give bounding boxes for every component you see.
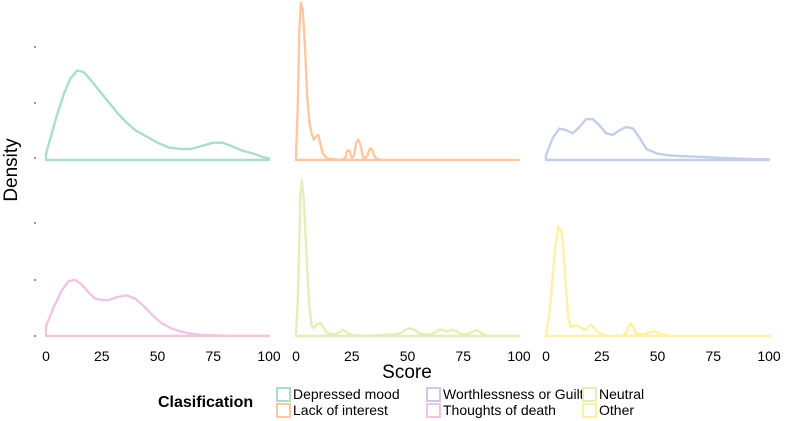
x-tick-label: 100 (257, 348, 281, 364)
density-curve-neutral (294, 178, 521, 338)
y-axis-title: Density (1, 138, 22, 202)
facet-panels (44, 1, 771, 338)
legend-item-depressed-mood: Depressed mood (276, 386, 400, 402)
legend-key-swatch (426, 386, 441, 402)
legend-label: Other (599, 402, 635, 418)
legend-key-swatch (582, 386, 597, 402)
density-curve-thoughts-of-death (44, 278, 271, 338)
x-axis-tick-labels: 0 25 50 75 100 0 25 50 75 100 0 25 50 75 100 (42, 348, 781, 364)
legend-label: Lack of interest (293, 402, 388, 418)
x-tick-label: 50 (400, 348, 416, 364)
x-tick-label: 25 (94, 348, 110, 364)
density-curve-lack-of-interest (294, 1, 521, 162)
density-curve-depressed-mood (44, 69, 271, 162)
legend-key-swatch (582, 402, 597, 418)
legend-item-neutral: Neutral (582, 386, 644, 402)
x-tick-label: 0 (42, 348, 50, 364)
legend-label: Depressed mood (293, 386, 400, 402)
density-curve-other (544, 225, 771, 338)
legend-title: Clasification (158, 394, 254, 411)
x-tick-label: 75 (456, 348, 472, 364)
legend-key-swatch (276, 386, 291, 402)
legend-item-thoughts-of-death: Thoughts of death (426, 402, 556, 418)
x-tick-label: 25 (594, 348, 610, 364)
x-tick-label: 75 (206, 348, 222, 364)
legend-item-lack-of-interest: Lack of interest (276, 402, 388, 418)
legend-key-swatch (276, 402, 291, 418)
legend-item-other: Other (582, 402, 634, 418)
x-tick-label: 50 (150, 348, 166, 364)
x-tick-label: 75 (706, 348, 722, 364)
x-tick-label: 100 (757, 348, 781, 364)
x-axis-title: Score (382, 362, 432, 383)
x-tick-label: 100 (507, 348, 531, 364)
legend-label: Neutral (599, 386, 645, 402)
x-tick-label: 0 (292, 348, 300, 364)
y-tick-marks (34, 46, 36, 337)
legend-label: Thoughts of death (443, 402, 556, 418)
legend: Clasification Depressed mood Lack of inte… (158, 386, 758, 420)
density-curve-worthlessness-or-guilt (544, 118, 771, 162)
x-tick-label: 0 (542, 348, 550, 364)
x-tick-label: 25 (344, 348, 360, 364)
legend-item-worthlessness-or-guilt: Worthlessness or Guilt (426, 386, 584, 402)
x-tick-label: 50 (650, 348, 666, 364)
legend-key-swatch (426, 402, 441, 418)
legend-label: Worthlessness or Guilt (443, 386, 584, 402)
